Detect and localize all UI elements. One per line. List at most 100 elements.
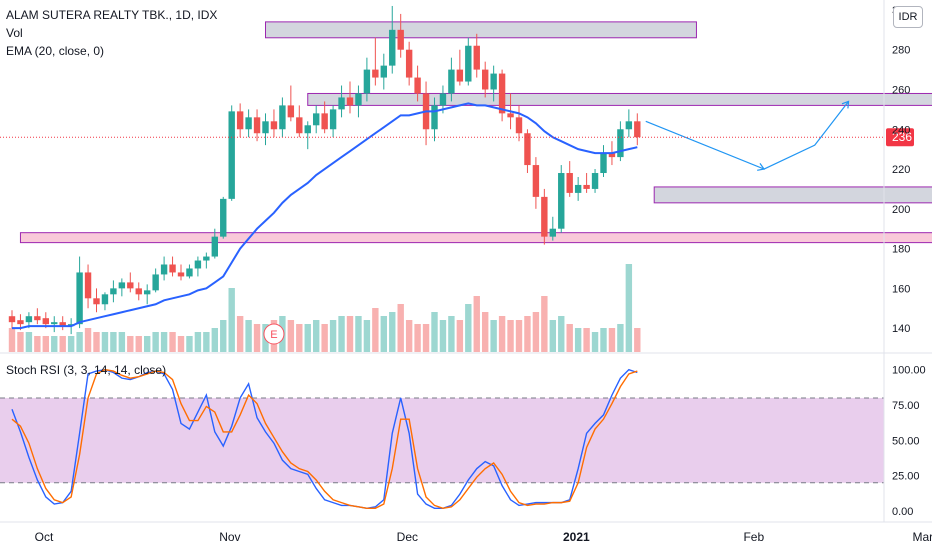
candle-body bbox=[177, 272, 185, 277]
time-axis-label: Dec bbox=[397, 530, 418, 544]
volume-bar bbox=[574, 328, 582, 352]
volume-bar bbox=[490, 320, 497, 352]
candle-body bbox=[617, 129, 624, 158]
candle-body bbox=[397, 29, 404, 50]
projection-arrow[interactable] bbox=[645, 100, 850, 171]
stoch-band bbox=[0, 397, 884, 483]
price-tick-label: 240 bbox=[892, 124, 910, 136]
candle-body bbox=[253, 117, 261, 134]
candle-body bbox=[17, 320, 24, 325]
candle-body bbox=[338, 97, 345, 110]
last-price-label-bg bbox=[886, 128, 914, 147]
time-axis-label: Oct bbox=[35, 530, 54, 544]
price-tick-label: 160 bbox=[892, 283, 910, 295]
currency-badge[interactable]: IDR bbox=[893, 6, 923, 28]
candle-body bbox=[59, 322, 66, 327]
volume-legend[interactable]: Vol bbox=[6, 26, 23, 40]
candle-body bbox=[363, 69, 371, 94]
candle-body bbox=[118, 282, 126, 289]
earnings-marker-icon bbox=[263, 323, 285, 345]
candle-body bbox=[591, 173, 599, 189]
ema-20-line bbox=[12, 102, 638, 330]
candle-body bbox=[152, 274, 159, 291]
candle-body bbox=[220, 198, 227, 237]
candle-body bbox=[211, 236, 218, 257]
candle-body bbox=[203, 256, 210, 261]
candle-body bbox=[76, 272, 83, 325]
candle-body bbox=[625, 121, 633, 130]
candle-body bbox=[25, 316, 33, 323]
candle-body bbox=[321, 113, 328, 130]
price-tick-label: 220 bbox=[892, 164, 910, 176]
candlesticks bbox=[8, 5, 641, 335]
candle-body bbox=[482, 69, 489, 90]
candle-body bbox=[34, 316, 41, 321]
volume-bar bbox=[414, 324, 421, 352]
arrow-head-icon bbox=[841, 100, 850, 109]
stoch-rsi-pane bbox=[0, 368, 884, 509]
price-zones[interactable] bbox=[19, 21, 932, 244]
candle-body bbox=[608, 153, 616, 158]
volume-bar bbox=[422, 324, 430, 352]
volume-bar bbox=[405, 320, 413, 352]
volume-bar bbox=[608, 328, 616, 352]
stoch-rsi-legend[interactable]: Stoch RSI (3, 3, 14, 14, close) bbox=[6, 363, 167, 377]
volume-bar bbox=[177, 336, 185, 352]
candle-body bbox=[389, 29, 396, 66]
candle-body bbox=[93, 298, 100, 305]
volume-bar bbox=[558, 316, 565, 352]
earnings-markers[interactable]: EE bbox=[263, 323, 932, 345]
stoch-tick-label: 25.00 bbox=[892, 471, 920, 483]
volume-bar bbox=[439, 320, 447, 352]
volume-bar bbox=[110, 332, 117, 352]
volume-bar bbox=[144, 336, 151, 352]
volume-bar bbox=[101, 332, 109, 352]
time-axis-label: Mar bbox=[912, 530, 932, 544]
candle-body bbox=[414, 77, 421, 94]
ema-line bbox=[12, 102, 638, 330]
volume-bar bbox=[355, 316, 362, 352]
price-tick-label: 280 bbox=[892, 45, 910, 57]
candle-body bbox=[51, 322, 58, 325]
arrow-head-icon bbox=[757, 163, 766, 171]
candle-body bbox=[380, 65, 387, 78]
candle-body bbox=[245, 117, 252, 130]
volume-bar bbox=[186, 336, 193, 352]
volume-bar bbox=[634, 328, 641, 352]
volume-bar bbox=[8, 328, 16, 352]
ema-legend[interactable]: EMA (20, close, 0) bbox=[6, 44, 105, 58]
stoch-tick-label: 0.00 bbox=[892, 506, 913, 518]
earnings-marker-label: E bbox=[270, 329, 277, 341]
candle-body bbox=[541, 196, 548, 237]
stoch-d-line bbox=[11, 368, 638, 509]
candle-body bbox=[490, 73, 497, 90]
candle-body bbox=[296, 117, 303, 134]
volume-bar bbox=[17, 332, 24, 352]
volume-bar bbox=[169, 332, 176, 352]
volume-bar bbox=[160, 332, 168, 352]
volume-bar bbox=[321, 324, 328, 352]
candle-body bbox=[329, 109, 337, 130]
volume-bar bbox=[118, 332, 126, 352]
candle-body bbox=[532, 165, 540, 197]
candle-body bbox=[346, 97, 354, 106]
volume-bar bbox=[456, 320, 464, 352]
candle-body bbox=[405, 49, 413, 78]
volume-bar bbox=[34, 336, 41, 352]
candle-body bbox=[431, 105, 438, 130]
volume-bar bbox=[253, 324, 261, 352]
candle-body bbox=[566, 173, 573, 193]
volume-bar bbox=[617, 324, 624, 352]
volume-bar bbox=[67, 336, 75, 352]
candle-body bbox=[524, 133, 531, 166]
candle-body bbox=[270, 121, 278, 130]
volume-bar bbox=[203, 332, 210, 352]
candle-body bbox=[372, 69, 379, 78]
volume-bar bbox=[51, 336, 58, 352]
price-tick-label: 260 bbox=[892, 84, 910, 96]
volume-bar bbox=[363, 320, 371, 352]
volume-bar bbox=[524, 316, 531, 352]
symbol-title[interactable]: ALAM SUTERA REALTY TBK., 1D, IDX bbox=[6, 8, 218, 22]
